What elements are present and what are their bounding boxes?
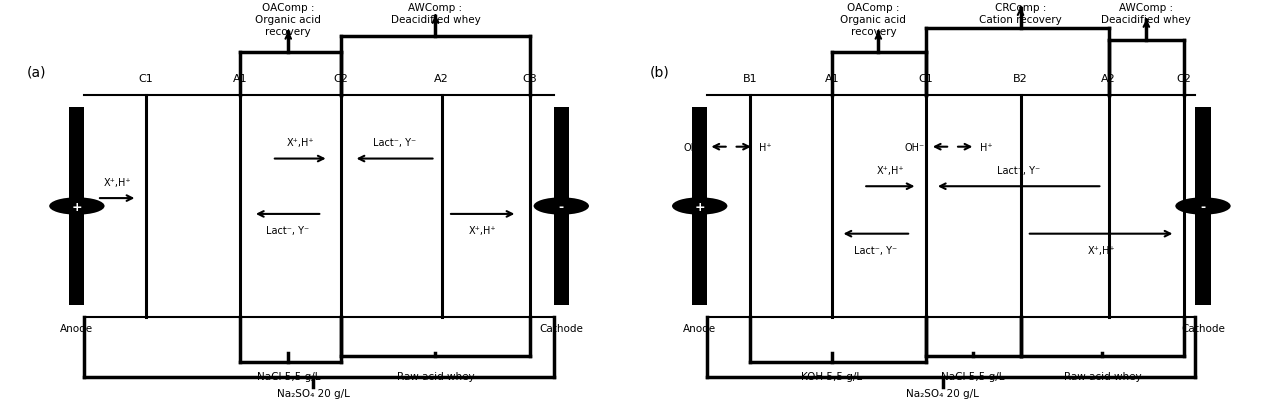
Text: Lact⁻, Y⁻: Lact⁻, Y⁻ xyxy=(373,138,416,148)
Text: +: + xyxy=(72,200,82,213)
Text: Anode: Anode xyxy=(683,323,716,333)
Bar xyxy=(692,108,707,305)
Text: KOH 5,5 g/L: KOH 5,5 g/L xyxy=(801,371,863,381)
Text: +: + xyxy=(695,200,705,213)
Text: Lact⁻, Y⁻: Lact⁻, Y⁻ xyxy=(854,245,898,255)
Text: Raw acid whey: Raw acid whey xyxy=(1063,371,1141,381)
Bar xyxy=(69,108,84,305)
Text: Na₂SO₄ 20 g/L: Na₂SO₄ 20 g/L xyxy=(277,388,349,398)
Text: X⁺,H⁺: X⁺,H⁺ xyxy=(876,166,904,176)
Text: H⁺: H⁺ xyxy=(980,142,992,152)
Circle shape xyxy=(672,198,728,215)
Text: NaCl 5,5 g/L: NaCl 5,5 g/L xyxy=(256,371,320,381)
Text: NaCl 5,5 g/L: NaCl 5,5 g/L xyxy=(941,371,1005,381)
Text: C1: C1 xyxy=(139,74,154,84)
Text: Cathode: Cathode xyxy=(540,323,584,333)
Text: OH⁻: OH⁻ xyxy=(683,142,704,152)
Text: (b): (b) xyxy=(649,65,670,79)
Text: A1: A1 xyxy=(825,74,839,84)
Text: Anode: Anode xyxy=(61,323,93,333)
Text: X⁺,H⁺: X⁺,H⁺ xyxy=(469,225,497,235)
Text: X⁺,H⁺: X⁺,H⁺ xyxy=(1087,245,1115,255)
Text: B2: B2 xyxy=(1013,74,1028,84)
Text: Raw acid whey: Raw acid whey xyxy=(397,371,474,381)
Text: AWComp :
Deacidified whey: AWComp : Deacidified whey xyxy=(1102,3,1192,25)
Circle shape xyxy=(49,198,105,215)
Text: Cathode: Cathode xyxy=(1182,323,1224,333)
Text: C2: C2 xyxy=(334,74,348,84)
Text: A1: A1 xyxy=(233,74,247,84)
Bar xyxy=(1195,108,1211,305)
Text: OAComp :
Organic acid
recovery: OAComp : Organic acid recovery xyxy=(255,3,322,36)
Text: OH⁻: OH⁻ xyxy=(905,142,924,152)
Text: C2: C2 xyxy=(1177,74,1192,84)
Text: X⁺,H⁺: X⁺,H⁺ xyxy=(286,138,314,148)
Text: H⁺: H⁺ xyxy=(759,142,772,152)
Text: X⁺,H⁺: X⁺,H⁺ xyxy=(103,178,131,188)
Text: C3: C3 xyxy=(522,74,537,84)
Text: C1: C1 xyxy=(919,74,933,84)
Bar xyxy=(554,108,569,305)
Text: OAComp :
Organic acid
recovery: OAComp : Organic acid recovery xyxy=(840,3,907,36)
Text: Na₂SO₄ 20 g/L: Na₂SO₄ 20 g/L xyxy=(907,388,979,398)
Text: A2: A2 xyxy=(1101,74,1116,84)
Text: CRComp :
Cation recovery: CRComp : Cation recovery xyxy=(980,3,1062,25)
Circle shape xyxy=(1175,198,1231,215)
Text: -: - xyxy=(1200,200,1206,213)
Text: A2: A2 xyxy=(434,74,449,84)
Text: Lact⁻, Y⁻: Lact⁻, Y⁻ xyxy=(997,166,1040,176)
Text: (a): (a) xyxy=(26,65,47,79)
Text: B1: B1 xyxy=(743,74,758,84)
Text: AWComp :
Deacidified whey: AWComp : Deacidified whey xyxy=(391,3,480,25)
Circle shape xyxy=(533,198,589,215)
Text: Lact⁻, Y⁻: Lact⁻, Y⁻ xyxy=(266,225,309,235)
Text: -: - xyxy=(559,200,564,213)
